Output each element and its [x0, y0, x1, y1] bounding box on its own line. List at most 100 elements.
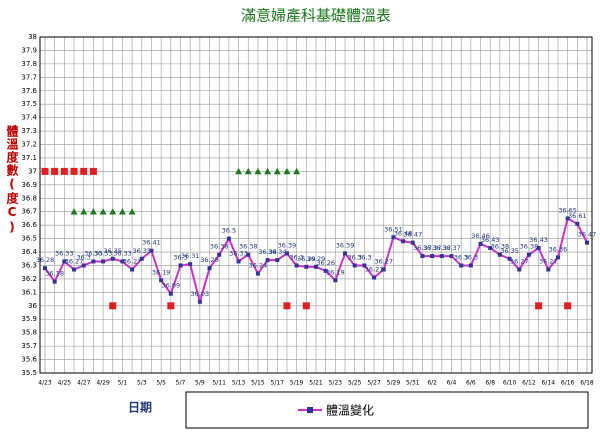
data-label: 36.18 [45, 270, 64, 278]
square-marker [168, 291, 173, 296]
y-tick-label: 35.9 [21, 315, 37, 323]
square-marker [188, 262, 193, 267]
x-tick-label: 5/21 [309, 380, 323, 387]
square-marker [362, 263, 367, 268]
y-tick-label: 37.4 [21, 114, 37, 122]
data-label: 36.33 [55, 249, 74, 257]
square-marker [304, 264, 309, 269]
x-tick-label: 6/10 [503, 380, 517, 387]
y-tick-label: 35.7 [21, 342, 37, 350]
x-tick-label: 6/12 [522, 380, 536, 387]
y-tick-label: 37.6 [21, 87, 37, 95]
x-tick-label: 5/25 [348, 380, 362, 387]
x-tick-label: 5/23 [329, 380, 343, 387]
square-marker [89, 167, 97, 175]
x-tick-label: 6/6 [466, 380, 476, 387]
y-tick-label: 37.1 [21, 154, 37, 162]
x-tick-label: 5/13 [232, 380, 246, 387]
square-marker [352, 263, 357, 268]
square-marker [149, 248, 154, 253]
triangle-marker [264, 167, 272, 175]
data-label: 36.31 [181, 252, 200, 260]
square-marker [314, 264, 318, 269]
square-marker [60, 167, 68, 175]
y-tick-label: 36.4 [21, 248, 37, 256]
square-marker [43, 266, 47, 271]
square-marker [255, 271, 260, 276]
square-marker [130, 267, 135, 272]
square-marker [283, 302, 291, 310]
data-label: 36.35 [500, 247, 519, 255]
data-label: 36.37 [442, 244, 461, 252]
square-marker [488, 246, 493, 251]
data-label: 36.3 [173, 253, 187, 261]
data-label: 36.39 [278, 241, 297, 249]
data-label: 36.39 [336, 241, 355, 249]
x-tick-label: 5/7 [176, 380, 186, 387]
data-label: 36.21 [365, 266, 384, 274]
data-label: 36.37 [433, 244, 452, 252]
square-marker [72, 267, 77, 272]
triangle-marker [99, 208, 107, 215]
y-tick-label: 36 [28, 302, 37, 310]
data-label: 36.38 [520, 243, 539, 251]
y-tick-label: 36.5 [21, 235, 37, 243]
square-marker [517, 267, 522, 272]
data-label: 36.5 [222, 227, 236, 235]
x-tick-label: 6/4 [447, 380, 457, 387]
data-label: 36.3 [347, 253, 361, 261]
square-marker [555, 255, 560, 260]
square-marker [120, 259, 125, 264]
x-tick-label: 5/11 [212, 380, 226, 387]
data-label: 36.47 [403, 231, 422, 239]
x-tick-label: 5/1 [118, 380, 128, 387]
triangle-marker [80, 208, 88, 215]
square-marker [302, 302, 310, 310]
x-tick-label: 5/29 [387, 380, 401, 387]
square-marker [197, 299, 202, 304]
data-label: 36.46 [471, 232, 490, 240]
square-marker [139, 256, 144, 261]
data-label: 36.29 [297, 255, 316, 263]
data-label: 36.3 [76, 253, 90, 261]
square-marker [410, 240, 415, 245]
x-tick-label: 5/5 [156, 380, 166, 387]
square-marker [91, 259, 96, 264]
square-marker [401, 239, 406, 244]
square-marker [41, 167, 49, 175]
triangle-marker [235, 167, 243, 175]
triangle-marker [128, 208, 136, 215]
data-label: 36.35 [132, 247, 151, 255]
square-marker [80, 167, 88, 175]
square-marker [284, 251, 289, 256]
data-label: 36.09 [162, 282, 181, 290]
triangle-marker [118, 208, 126, 215]
data-label: 36.33 [113, 249, 132, 257]
x-axis-label: 日期 [128, 400, 152, 415]
x-tick-label: 6/14 [542, 380, 556, 387]
square-marker [265, 258, 270, 263]
data-label: 36.38 [239, 243, 258, 251]
square-marker [294, 263, 299, 268]
y-tick-label: 36.1 [21, 288, 37, 296]
square-marker [52, 279, 57, 284]
data-label: 36.27 [374, 258, 393, 266]
data-label: 36.47 [578, 231, 597, 239]
square-marker [449, 254, 454, 259]
square-marker [70, 167, 78, 175]
legend-box [185, 391, 589, 429]
legend-label: 體溫變化 [326, 403, 374, 418]
y-tick-label: 37.7 [21, 73, 37, 81]
y-tick-label: 37.3 [21, 127, 37, 135]
square-marker [468, 263, 473, 268]
y-tick-label: 36.3 [21, 261, 37, 269]
y-tick-label: 37.5 [21, 100, 37, 108]
y-tick-label: 35.5 [21, 369, 37, 377]
data-label: 36.34 [258, 248, 277, 256]
data-label: 36.3 [357, 253, 371, 261]
square-marker [246, 252, 251, 257]
data-label: 36.61 [568, 212, 587, 220]
x-tick-label: 5/19 [290, 380, 304, 387]
data-label: 36.3 [454, 253, 468, 261]
